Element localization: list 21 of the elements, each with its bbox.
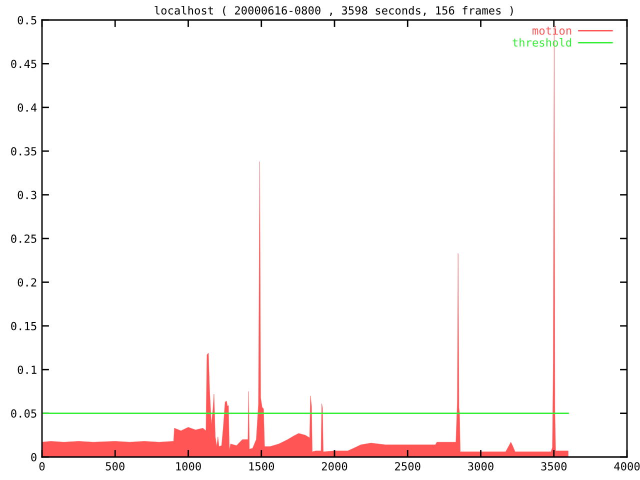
y-tick-label: 0.5 <box>18 16 36 24</box>
y-tick-label: 0.3 <box>18 190 36 200</box>
y-tick-label: 0.35 <box>11 147 36 156</box>
x-tick-label: 1000 <box>176 462 201 471</box>
y-tick-label: 0.45 <box>11 60 36 68</box>
x-tick-label: 1500 <box>249 462 274 471</box>
x-tick-label: 3500 <box>541 462 567 471</box>
y-tick-label: 0.15 <box>11 322 36 330</box>
y-tick-label: 0.25 <box>11 234 36 243</box>
y-tick-label: 0.05 <box>11 409 36 418</box>
x-tick-label: 2000 <box>322 462 348 471</box>
y-tick-label: 0 <box>31 453 36 462</box>
x-tick-label: 4000 <box>614 462 640 471</box>
y-tick-label: 0.4 <box>18 103 37 112</box>
x-tick-label: 0 <box>39 462 45 471</box>
y-tick-label: 0.2 <box>18 278 36 287</box>
x-tick-label: 500 <box>106 462 124 471</box>
x-tick-label: 2500 <box>395 462 420 471</box>
chart-title: localhost ( 20000616-0800 , 3598 seconds, 156 frames ) <box>154 6 513 16</box>
x-tick-label: 3000 <box>468 462 494 471</box>
y-tick-label: 0.1 <box>18 366 36 374</box>
